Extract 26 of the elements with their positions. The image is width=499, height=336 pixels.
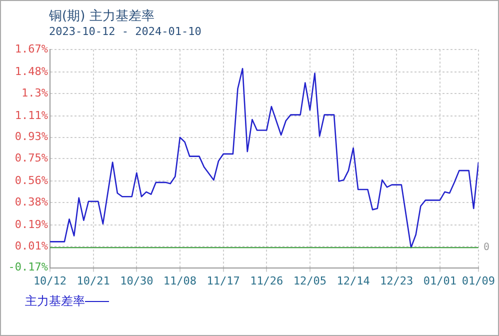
y-tick-label: 0.93% [14, 130, 48, 144]
chart-subtitle: 2023-10-12 - 2024-01-10 [48, 25, 202, 40]
y-tick-label: 1.11% [14, 108, 48, 122]
x-tick-label: 11/26 [250, 274, 284, 288]
chart-title: 铜(期) 主力基差率 [48, 8, 156, 25]
ref-line-label: 0 [483, 242, 490, 254]
y-tick-label: 1.67% [14, 42, 48, 56]
y-tick-label: 1.48% [14, 64, 48, 78]
y-tick-label: -0.17% [8, 260, 48, 274]
x-tick-label: 12/14 [336, 274, 370, 288]
x-tick-label: 01/09 [462, 274, 496, 288]
x-tick-label: 11/17 [206, 274, 240, 288]
legend-label: 主力基差率 [25, 292, 85, 310]
x-tick-label: 12/23 [380, 274, 414, 288]
x-tick-label: 10/21 [76, 274, 110, 288]
x-tick-label: 01/01 [423, 274, 456, 288]
x-tick-label: 11/08 [163, 274, 197, 288]
y-tick-label: 0.56% [14, 174, 48, 188]
y-tick-label: 0.75% [14, 152, 48, 165]
x-tick-label: 12/05 [293, 274, 327, 288]
x-tick-label: 10/12 [33, 274, 67, 288]
y-tick-label: 0.38% [14, 195, 48, 208]
y-tick-label: 0.01% [14, 239, 48, 252]
y-tick-label: 1.3% [22, 86, 48, 100]
y-tick-label: 0.19% [14, 218, 48, 231]
x-tick-label: 10/30 [120, 274, 154, 288]
